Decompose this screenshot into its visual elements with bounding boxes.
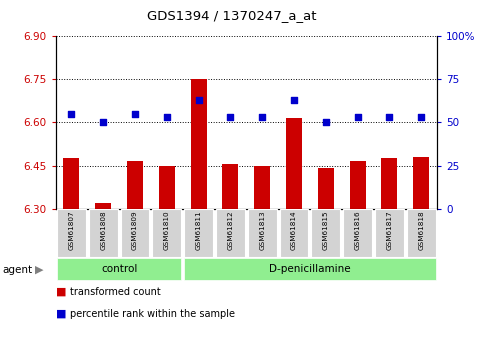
Bar	[57, 258, 181, 280]
Point	[290, 97, 298, 103]
Text: GSM61817: GSM61817	[386, 210, 392, 250]
Text: GSM61812: GSM61812	[227, 210, 233, 250]
Text: GSM61809: GSM61809	[132, 210, 138, 250]
Text: agent: agent	[2, 265, 32, 275]
Point	[354, 115, 361, 120]
Text: GSM61808: GSM61808	[100, 210, 106, 250]
Bar	[184, 209, 213, 257]
Point	[417, 115, 425, 120]
Bar	[89, 209, 118, 257]
Bar	[375, 209, 404, 257]
Bar	[184, 258, 436, 280]
Point	[322, 120, 330, 125]
Bar	[223, 164, 239, 209]
Text: GSM61818: GSM61818	[418, 210, 424, 250]
Text: control: control	[101, 264, 137, 274]
Bar	[95, 203, 111, 209]
Bar	[254, 166, 270, 209]
Bar	[248, 209, 277, 257]
Bar	[159, 166, 175, 209]
Text: GSM61807: GSM61807	[69, 210, 74, 250]
Text: GSM61815: GSM61815	[323, 210, 329, 250]
Point	[227, 115, 234, 120]
Bar	[191, 79, 207, 209]
Bar	[63, 158, 79, 209]
Point	[68, 111, 75, 117]
Bar	[121, 209, 149, 257]
Text: GSM61810: GSM61810	[164, 210, 170, 250]
Bar	[413, 157, 429, 209]
Point	[195, 97, 202, 103]
Text: percentile rank within the sample: percentile rank within the sample	[70, 309, 235, 319]
Text: ■: ■	[56, 309, 66, 319]
Bar	[153, 209, 181, 257]
Bar	[127, 161, 143, 209]
Bar	[286, 118, 302, 209]
Bar	[216, 209, 245, 257]
Point	[99, 120, 107, 125]
Bar	[280, 209, 309, 257]
Point	[131, 111, 139, 117]
Bar	[343, 209, 372, 257]
Bar	[318, 168, 334, 209]
Text: ▶: ▶	[35, 265, 43, 275]
Bar	[382, 158, 398, 209]
Text: GSM61816: GSM61816	[355, 210, 361, 250]
Text: ■: ■	[56, 287, 66, 296]
Bar	[312, 209, 340, 257]
Text: GSM61813: GSM61813	[259, 210, 265, 250]
Point	[163, 115, 170, 120]
Text: transformed count: transformed count	[70, 287, 161, 296]
Text: GSM61814: GSM61814	[291, 210, 297, 250]
Bar	[350, 161, 366, 209]
Bar	[407, 209, 436, 257]
Point	[385, 115, 393, 120]
Text: D-penicillamine: D-penicillamine	[269, 264, 351, 274]
Point	[258, 115, 266, 120]
Text: GDS1394 / 1370247_a_at: GDS1394 / 1370247_a_at	[147, 9, 316, 22]
Bar	[57, 209, 86, 257]
Text: GSM61811: GSM61811	[196, 210, 201, 250]
